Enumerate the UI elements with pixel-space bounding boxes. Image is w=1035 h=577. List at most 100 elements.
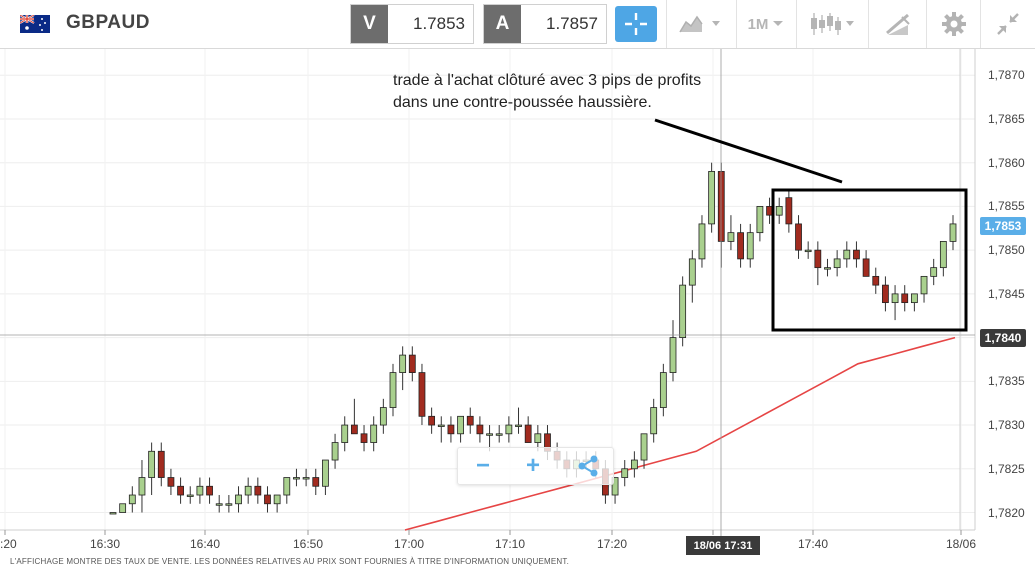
- area-chart-icon: [678, 15, 720, 33]
- candle: [138, 460, 146, 513]
- candle-body-down: [157, 450, 165, 478]
- share-button[interactable]: [563, 448, 613, 484]
- candle: [515, 407, 522, 434]
- crosshair-button[interactable]: [615, 6, 657, 42]
- candle-body-down: [447, 424, 455, 435]
- chart-type-button[interactable]: [666, 0, 736, 48]
- candle: [157, 442, 165, 487]
- candle-body-down: [254, 485, 262, 496]
- x-tick-label: 16:50: [292, 537, 324, 551]
- candle: [756, 206, 764, 242]
- candle: [698, 215, 706, 268]
- candle: [524, 416, 532, 443]
- buy-price-button[interactable]: A 1.7857: [483, 4, 607, 44]
- zoom-out-button[interactable]: −: [458, 448, 508, 484]
- candle-body-down: [795, 223, 802, 251]
- candle-body-up: [495, 433, 503, 436]
- candle-body-down: [524, 424, 532, 443]
- collapse-icon: [997, 13, 1019, 35]
- crosshair-icon: [625, 13, 647, 35]
- candle-body-up: [727, 232, 735, 242]
- candle-body-up: [756, 206, 764, 234]
- candle-type-button[interactable]: [796, 0, 868, 48]
- y-tick-label: 1,7870: [988, 68, 1025, 83]
- candle: [148, 442, 156, 496]
- candle: [119, 503, 127, 513]
- y-tick-label: 1,7830: [988, 418, 1025, 433]
- candle: [630, 451, 638, 478]
- candle: [882, 276, 889, 312]
- candle-body-up: [225, 503, 233, 506]
- candle: [370, 416, 378, 452]
- candle-body-up: [650, 407, 658, 435]
- candle: [283, 477, 291, 504]
- zoom-controls: − +: [457, 447, 614, 485]
- candle-body-up: [437, 424, 445, 427]
- candle: [910, 293, 918, 312]
- candle-body-up: [302, 477, 310, 480]
- candle-body-up: [804, 249, 812, 253]
- candle: [273, 494, 281, 513]
- candle: [495, 425, 503, 443]
- candle: [177, 477, 184, 504]
- sell-price: 1.7853: [413, 14, 465, 33]
- candle: [708, 162, 716, 233]
- candle-body-up: [457, 415, 464, 435]
- candle: [814, 241, 822, 286]
- candle-body-up: [341, 424, 349, 443]
- candle-body-up: [215, 503, 223, 506]
- x-tick-label: 17:20: [596, 537, 628, 551]
- candle-body-up: [669, 337, 677, 373]
- x-tick-label: 17:40: [797, 537, 829, 551]
- candle-body-down: [360, 433, 368, 443]
- x-tick-label: 6:20: [0, 537, 17, 551]
- candle: [640, 433, 648, 469]
- candle-body-down: [428, 415, 436, 426]
- candle: [408, 346, 416, 382]
- annotation-pointer: [654, 118, 843, 184]
- candle: [621, 460, 629, 487]
- draw-tools-button[interactable]: [868, 0, 926, 48]
- candle: [312, 468, 320, 496]
- candle-body-up: [186, 494, 194, 497]
- candle-body-down: [167, 477, 175, 487]
- candle-body-down: [882, 284, 889, 304]
- candle: [669, 320, 677, 382]
- y-tick-label: 1,7825: [988, 461, 1025, 476]
- candle: [650, 398, 658, 443]
- x-tick-label: 16:40: [189, 537, 221, 551]
- zoom-in-button[interactable]: +: [508, 448, 558, 484]
- candle-body-up: [659, 372, 667, 408]
- candle-body-up: [244, 485, 252, 496]
- candle-body-down: [177, 485, 184, 496]
- toolbar: GBPAUD V 1.7853 A 1.7857 1M: [0, 0, 1035, 49]
- candle-body-up: [138, 477, 146, 496]
- candle: [293, 468, 300, 487]
- sell-label: V: [351, 5, 388, 43]
- chevron-down-icon: [773, 21, 784, 26]
- sell-price-button[interactable]: V 1.7853: [350, 4, 474, 44]
- candle-body-down: [408, 354, 416, 373]
- candle-body-up: [949, 223, 957, 242]
- y-tick-label: 1,7855: [988, 199, 1025, 214]
- disclaimer-text: L'AFFICHAGE MONTRE DES TAUX DE VENTE. LE…: [10, 557, 570, 566]
- candle: [688, 250, 696, 303]
- candle: [833, 250, 841, 277]
- candle-body-up: [505, 424, 513, 435]
- candle: [128, 486, 136, 513]
- candle: [254, 477, 262, 504]
- candle: [457, 415, 464, 443]
- collapse-button[interactable]: [980, 0, 1035, 48]
- settings-button[interactable]: [926, 0, 980, 48]
- moving-average-line: [404, 336, 956, 531]
- candle-body-down: [853, 249, 860, 260]
- candle-body-up: [148, 450, 156, 478]
- timeframe-label: 1M: [747, 15, 769, 33]
- candle: [109, 512, 117, 515]
- candle-body-up: [235, 494, 242, 505]
- candle: [235, 486, 242, 513]
- candle-body-up: [679, 284, 687, 338]
- candle: [679, 276, 687, 347]
- timeframe-selector[interactable]: 1M: [736, 0, 796, 48]
- y-tick-label: 1,7860: [988, 155, 1025, 170]
